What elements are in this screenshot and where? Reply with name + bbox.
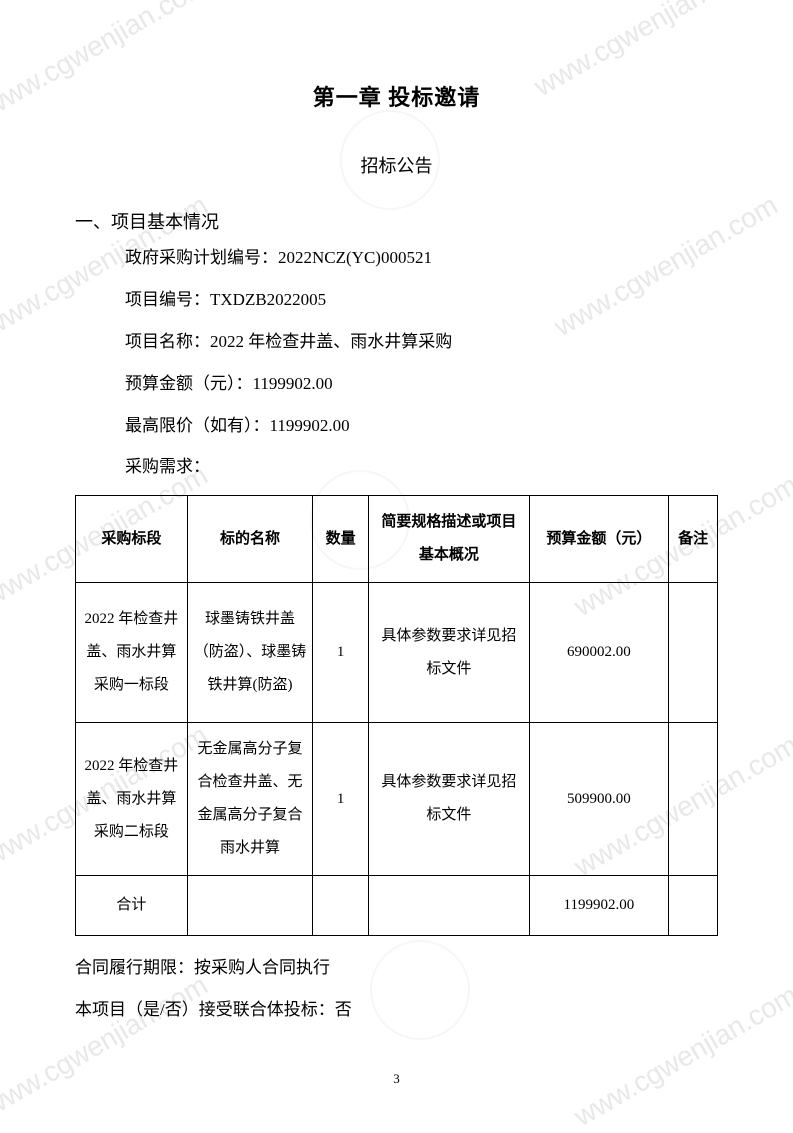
procurement-table: 采购标段 标的名称 数量 简要规格描述或项目基本概况 预算金额（元） 备注 20…: [75, 495, 718, 936]
th-note: 备注: [669, 496, 718, 583]
th-desc: 简要规格描述或项目基本概况: [369, 496, 530, 583]
td-note: [669, 723, 718, 876]
th-section: 采购标段: [76, 496, 188, 583]
section-heading: 一、项目基本情况: [75, 208, 718, 234]
td-empty: [187, 876, 313, 936]
th-name: 标的名称: [187, 496, 313, 583]
plan-number: 政府采购计划编号：2022NCZ(YC)000521: [75, 244, 718, 273]
table-row-total: 合计 1199902.00: [76, 876, 718, 936]
td-name: 无金属高分子复合检查井盖、无金属高分子复合雨水井算: [187, 723, 313, 876]
td-empty: [669, 876, 718, 936]
td-total-budget: 1199902.00: [529, 876, 669, 936]
td-section: 2022 年检查井盖、雨水井算采购一标段: [76, 583, 188, 723]
consortium-bid: 本项目（是/否）接受联合体投标：否: [75, 996, 718, 1025]
project-name: 项目名称：2022 年检查井盖、雨水井算采购: [75, 328, 718, 357]
td-name: 球墨铸铁井盖（防盗）、球墨铸铁井算(防盗): [187, 583, 313, 723]
td-note: [669, 583, 718, 723]
td-qty: 1: [313, 723, 369, 876]
subtitle: 招标公告: [75, 152, 718, 178]
table-row: 2022 年检查井盖、雨水井算采购一标段 球墨铸铁井盖（防盗）、球墨铸铁井算(防…: [76, 583, 718, 723]
td-budget: 690002.00: [529, 583, 669, 723]
td-section: 2022 年检查井盖、雨水井算采购二标段: [76, 723, 188, 876]
th-qty: 数量: [313, 496, 369, 583]
td-budget: 509900.00: [529, 723, 669, 876]
max-price: 最高限价（如有）：1199902.00: [75, 412, 718, 441]
td-desc: 具体参数要求详见招标文件: [369, 583, 530, 723]
project-number: 项目编号：TXDZB2022005: [75, 286, 718, 315]
td-total-label: 合计: [76, 876, 188, 936]
contract-period: 合同履行期限：按采购人合同执行: [75, 954, 718, 983]
budget-amount: 预算金额（元）：1199902.00: [75, 370, 718, 399]
td-empty: [313, 876, 369, 936]
td-qty: 1: [313, 583, 369, 723]
page-number: 3: [393, 1071, 400, 1087]
table-row: 2022 年检查井盖、雨水井算采购二标段 无金属高分子复合检查井盖、无金属高分子…: [76, 723, 718, 876]
td-empty: [369, 876, 530, 936]
td-desc: 具体参数要求详见招标文件: [369, 723, 530, 876]
th-budget: 预算金额（元）: [529, 496, 669, 583]
chapter-title: 第一章 投标邀请: [75, 80, 718, 112]
purchase-req: 采购需求：: [75, 453, 718, 482]
